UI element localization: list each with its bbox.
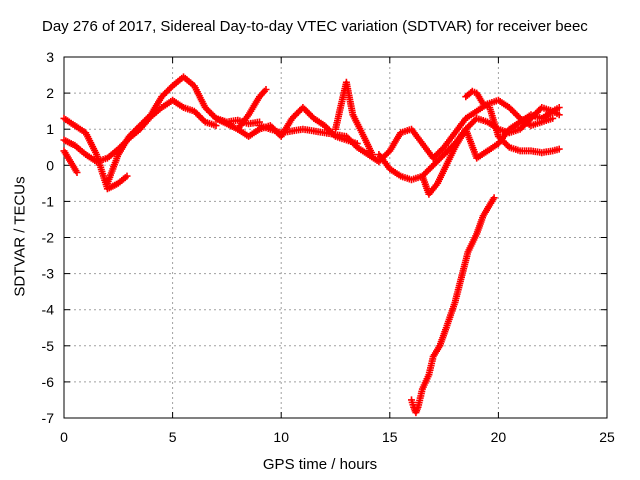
y-tick-label: -2: [42, 230, 55, 246]
x-tick-label: 25: [599, 429, 615, 445]
y-tick-label: -1: [42, 193, 55, 209]
y-tick-label: -4: [42, 302, 55, 318]
data-point: [262, 86, 270, 93]
data-point: [549, 114, 557, 122]
x-tick-label: 5: [169, 429, 177, 445]
y-tick-label: -3: [42, 266, 55, 282]
y-tick-label: 3: [46, 49, 54, 65]
x-tick-label: 10: [273, 429, 289, 445]
x-tick-label: 20: [491, 429, 507, 445]
grid-lines: [64, 57, 607, 418]
series-track-12: [408, 194, 498, 417]
data-point: [73, 169, 81, 176]
series-track-8: [332, 78, 376, 158]
y-tick-label: 0: [46, 157, 54, 173]
series-track-11: [462, 87, 563, 157]
x-axis-label: GPS time / hours: [262, 456, 378, 473]
chart-title: Day 276 of 2017, Sidereal Day-to-day VTE…: [42, 18, 588, 35]
y-tick-label: -7: [42, 410, 55, 426]
x-tick-label: 15: [382, 429, 398, 445]
data-point: [490, 194, 498, 202]
plot-border: [63, 56, 608, 419]
data-point: [368, 151, 376, 158]
y-tick-label: 2: [46, 85, 54, 101]
series-track-2: [60, 114, 131, 193]
data-point: [555, 104, 563, 111]
series-track-6: [234, 104, 361, 148]
series-track-4: [103, 73, 263, 187]
y-axis-label: SDTVAR / TECUs: [11, 176, 29, 297]
x-tick-label: 0: [60, 429, 68, 445]
data-points: [60, 73, 563, 417]
axes-frame: [63, 56, 608, 419]
data-point: [555, 111, 563, 119]
y-tick-label: -5: [42, 338, 55, 354]
data-point: [212, 122, 220, 130]
data-point: [123, 172, 131, 180]
data-point: [555, 145, 563, 153]
series-track-7: [256, 96, 557, 166]
series-track-3: [60, 147, 81, 176]
y-tick-label: 1: [46, 121, 54, 137]
y-tick-label: -6: [42, 374, 55, 390]
series-track-5: [212, 86, 270, 133]
